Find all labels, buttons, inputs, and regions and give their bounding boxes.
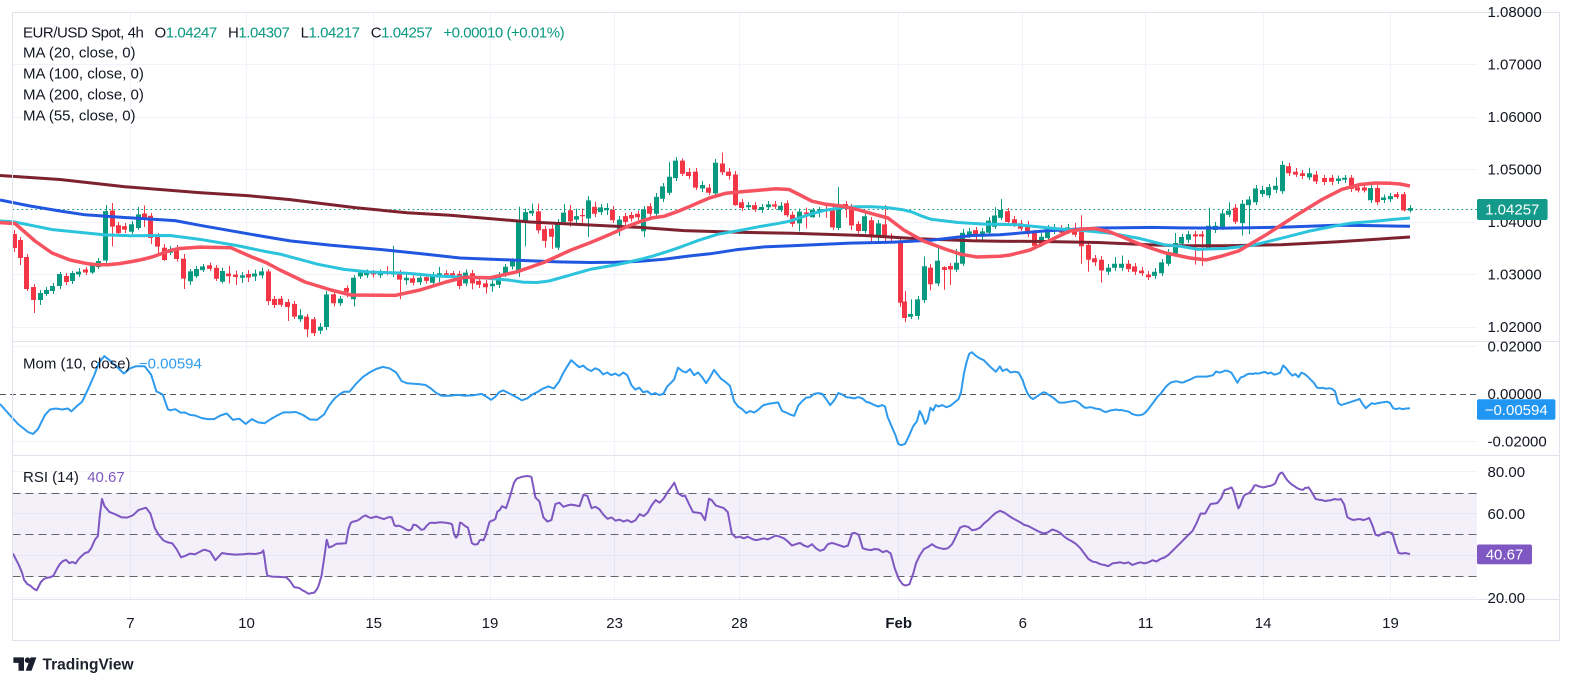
svg-text:19: 19 <box>1382 615 1399 632</box>
svg-text:RSI (14) 40.67: RSI (14) 40.67 <box>23 469 125 486</box>
svg-text:Mom (10, close) −0.00594: Mom (10, close) −0.00594 <box>23 356 202 373</box>
svg-text:0.02000: 0.02000 <box>1488 339 1542 356</box>
svg-text:MA (20, close, 0): MA (20, close, 0) <box>23 45 136 62</box>
svg-text:1.06000: 1.06000 <box>1488 109 1542 126</box>
svg-text:10: 10 <box>238 615 255 632</box>
svg-text:1.05000: 1.05000 <box>1488 162 1542 179</box>
svg-text:1.03000: 1.03000 <box>1488 267 1542 284</box>
svg-text:1.08000: 1.08000 <box>1488 4 1542 21</box>
svg-text:15: 15 <box>365 615 382 632</box>
svg-text:MA (55, close, 0): MA (55, close, 0) <box>23 108 136 125</box>
svg-text:23: 23 <box>606 615 623 632</box>
svg-text:−0.00594: −0.00594 <box>1485 402 1548 419</box>
svg-text:6: 6 <box>1019 615 1027 632</box>
svg-text:EUR/USD Spot, 4h O1.04247: EUR/USD Spot, 4h O1.04247 H1.04307 L1.04… <box>23 25 565 42</box>
svg-text:Feb: Feb <box>885 615 912 632</box>
svg-text:1.04257: 1.04257 <box>1485 202 1539 219</box>
svg-text:MA (200, close, 0): MA (200, close, 0) <box>23 87 144 104</box>
svg-text:-0.02000: -0.02000 <box>1488 433 1547 450</box>
svg-text:28: 28 <box>731 615 748 632</box>
svg-text:1.02000: 1.02000 <box>1488 319 1542 336</box>
svg-text:11: 11 <box>1138 615 1154 632</box>
svg-text:1.07000: 1.07000 <box>1488 57 1542 74</box>
svg-text:0.00000: 0.00000 <box>1488 386 1542 403</box>
svg-text:60.00: 60.00 <box>1488 506 1526 523</box>
svg-text:TradingView: TradingView <box>43 657 135 674</box>
svg-text:40.67: 40.67 <box>1486 547 1524 564</box>
svg-text:MA (100, close, 0): MA (100, close, 0) <box>23 66 144 83</box>
svg-text:80.00: 80.00 <box>1488 464 1526 481</box>
svg-text:7: 7 <box>126 615 134 632</box>
svg-text:20.00: 20.00 <box>1488 590 1526 607</box>
svg-text:19: 19 <box>482 615 499 632</box>
svg-text:14: 14 <box>1255 615 1272 632</box>
